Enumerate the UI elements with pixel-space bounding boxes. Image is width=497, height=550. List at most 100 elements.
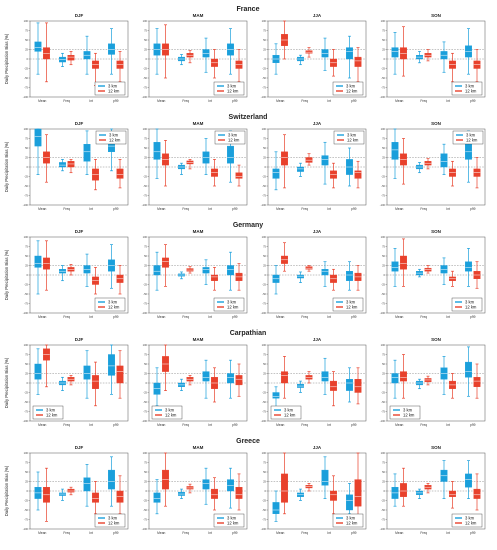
x-tick-label: Int: [327, 531, 331, 535]
panel-title: DJF: [75, 337, 84, 342]
y-tick-label: 100: [143, 451, 148, 455]
y-tick-label: 50: [382, 254, 385, 258]
y-tick-label: -25: [262, 67, 266, 71]
x-tick-label: p99: [470, 423, 476, 427]
box-int-3km: [202, 267, 210, 274]
y-tick-label: -100: [261, 203, 267, 207]
x-tick-label: Int: [327, 207, 331, 211]
y-tick-label: 100: [262, 235, 267, 239]
box-freq-12km: [67, 488, 75, 493]
y-tick-label: 100: [381, 451, 386, 455]
y-axis-label: Daily Precipitation Bias (%): [4, 141, 9, 192]
x-tick-label: p99: [113, 315, 119, 319]
box-int-3km: [202, 479, 210, 490]
y-tick-label: 50: [263, 254, 266, 258]
legend-label: 3 km: [108, 516, 118, 521]
y-tick-label: -75: [24, 194, 28, 198]
box-mean-3km: [391, 142, 399, 160]
x-tick-label: p99: [232, 99, 238, 103]
y-tick-label: -100: [261, 311, 267, 315]
y-tick-label: 0: [146, 273, 148, 277]
legend-label: 3 km: [165, 408, 175, 413]
legend-label: 3 km: [228, 133, 238, 138]
region-title: Germany: [233, 222, 263, 229]
y-tick-label: 0: [27, 165, 29, 169]
y-tick-label: -75: [143, 194, 147, 198]
y-tick-label: 0: [27, 489, 29, 493]
box-int-3km: [321, 155, 329, 166]
legend-label: 3 km: [403, 408, 413, 413]
panel-title: SON: [431, 445, 441, 450]
y-tick-label: 50: [263, 362, 266, 366]
legend-label: 3 km: [108, 84, 118, 89]
x-tick-label: Freq: [182, 207, 189, 211]
x-tick-label: Mean: [38, 207, 46, 211]
legend-label: 12 km: [108, 521, 120, 526]
y-tick-label: -100: [23, 95, 29, 99]
y-tick-label: -75: [143, 302, 147, 306]
panel-title: JJA: [313, 337, 322, 342]
legend-label: 3 km: [465, 300, 475, 305]
y-tick-label: 0: [384, 165, 386, 169]
y-tick-label: 0: [27, 273, 29, 277]
box-int-3km: [83, 477, 91, 492]
box-mean-3km: [34, 363, 42, 380]
x-tick-label: Int: [446, 531, 450, 535]
region-title: France: [237, 6, 260, 13]
x-tick-label: Int: [208, 423, 212, 427]
y-tick-label: 25: [144, 372, 147, 376]
box-mean-3km: [391, 373, 399, 384]
x-tick-label: Mean: [276, 423, 284, 427]
x-tick-label: p99: [113, 99, 119, 103]
y-axis-label: Daily Precipitation Bias (%): [4, 357, 9, 408]
y-tick-label: 50: [25, 146, 28, 150]
legend-label: 12 km: [346, 89, 358, 94]
legend-frame: [214, 130, 246, 145]
y-tick-label: -75: [24, 410, 28, 414]
box-mean-12km: [400, 371, 407, 382]
y-tick-label: -75: [262, 302, 266, 306]
box-p99-3km: [346, 271, 353, 281]
y-tick-label: 0: [146, 165, 148, 169]
y-tick-label: -75: [262, 410, 266, 414]
y-tick-label: -100: [380, 203, 386, 207]
box-mean-3km: [391, 261, 399, 272]
legend-label: 12 km: [227, 521, 239, 526]
x-tick-label: p99: [113, 207, 119, 211]
y-tick-label: 25: [263, 156, 266, 160]
box-mean-12km: [281, 151, 288, 166]
y-tick-label: -75: [24, 518, 28, 522]
y-tick-label: -50: [381, 400, 385, 404]
y-tick-label: -25: [262, 283, 266, 287]
y-tick-label: -100: [261, 419, 267, 423]
y-tick-label: -100: [142, 95, 148, 99]
panel-title: MAM: [193, 337, 204, 342]
legend-label: 3 km: [227, 84, 237, 89]
y-tick-label: -50: [143, 292, 147, 296]
y-tick-label: 50: [263, 38, 266, 42]
box-mean-12km: [400, 483, 407, 497]
y-tick-label: 25: [25, 264, 28, 268]
x-tick-label: p99: [232, 531, 238, 535]
x-tick-label: Int: [208, 531, 212, 535]
y-axis-label: Daily Precipitation Bias (%): [4, 249, 9, 300]
legend-label: 12 km: [46, 413, 58, 418]
y-tick-label: -75: [24, 302, 28, 306]
legend-frame: [151, 405, 183, 420]
panel-mam: MAM -100 -75 -50 -25 0 25 50 75 100 Mean Freq Int p99…: [142, 121, 248, 211]
y-tick-label: -50: [262, 292, 266, 296]
legend-label: 12 km: [465, 521, 477, 526]
x-tick-label: Mean: [395, 207, 403, 211]
legend-label: 3 km: [466, 133, 476, 138]
x-tick-label: Mean: [395, 315, 403, 319]
legend-label: 12 km: [347, 138, 359, 143]
panel-djf: DJF -100 -75 -50 -25 0 25 50 75 100 Mean Freq Int p99…: [23, 229, 129, 319]
y-tick-label: 25: [263, 480, 266, 484]
y-tick-label: -100: [380, 311, 386, 315]
box-p99-12km: [473, 377, 481, 387]
box-p99-3km: [465, 361, 472, 378]
